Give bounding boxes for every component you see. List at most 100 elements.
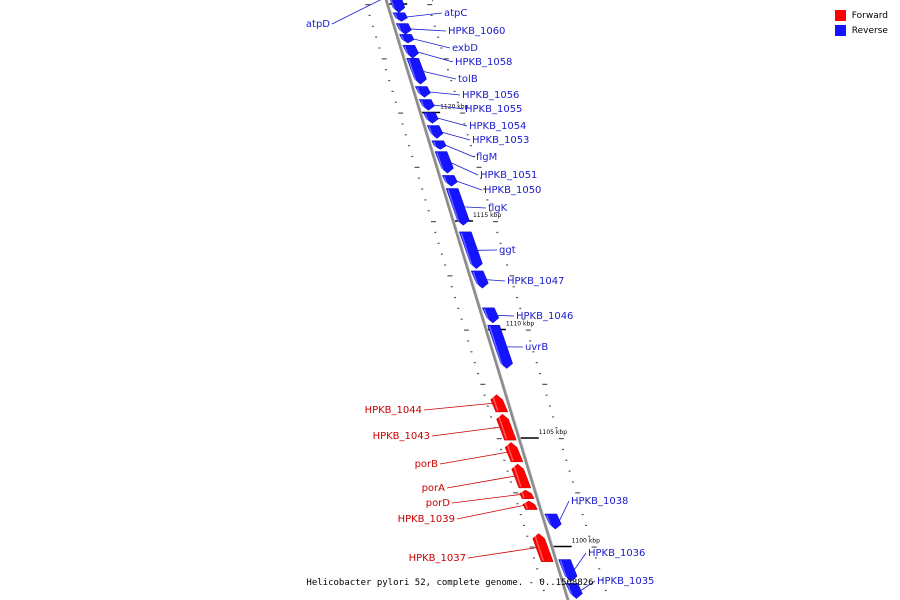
gene-label-hpkb_1038[interactable]: HPKB_1038 (571, 496, 628, 507)
gene-hpkb_1050[interactable] (441, 175, 458, 187)
gene-hpkb_1037[interactable] (532, 533, 554, 562)
gene-pora[interactable] (511, 463, 532, 489)
gene-label-hpkb_1037[interactable]: HPKB_1037 (409, 553, 466, 564)
scale-dot-right (548, 405, 551, 407)
scale-dot-left (457, 307, 460, 309)
scale-dots (365, 4, 607, 592)
gene-label-hpkb_1055[interactable]: HPKB_1055 (465, 104, 522, 115)
gene-label-uvrb[interactable]: uvrB (525, 342, 548, 353)
gene-label-hpkb_1035[interactable]: HPKB_1035 (597, 576, 654, 587)
gene-highlight (506, 443, 514, 462)
gene-label-hpkb_1054[interactable]: HPKB_1054 (469, 121, 526, 132)
label-leader (432, 104, 464, 110)
gene-label-pord[interactable]: porD (426, 498, 451, 509)
scale-dot-right (506, 264, 509, 266)
scale-dot-right (598, 568, 601, 570)
scale-dot-left (404, 134, 407, 136)
gene-hpkb_1053[interactable] (426, 125, 444, 139)
scale-dot-right (581, 513, 584, 516)
scale-dot-left (401, 123, 404, 125)
gene-hpkb_1047[interactable] (470, 270, 489, 289)
gene-hpkb_1054[interactable] (422, 112, 439, 124)
gene-label-flgk[interactable]: flgK (488, 203, 508, 214)
scale-dot-right (562, 448, 565, 451)
label-leader (446, 475, 516, 489)
scale-dot-left (450, 286, 453, 288)
gene-hpkb_1035[interactable] (565, 583, 583, 599)
scale-dot-right (446, 69, 449, 71)
gene-features (380, 0, 583, 599)
scale-dot-left (486, 405, 489, 407)
gene-hpkb_1044[interactable] (490, 394, 509, 413)
gene-flgm[interactable] (431, 140, 447, 150)
gene-hpkb_1058[interactable] (402, 45, 419, 59)
gene-label-hpkb_1044[interactable]: HPKB_1044 (365, 405, 422, 416)
label-leader (428, 91, 461, 96)
gene-label-hpkb_1043[interactable]: HPKB_1043 (373, 431, 430, 442)
scale-dot-left (483, 394, 486, 396)
gene-hpkb_1055[interactable] (418, 99, 435, 111)
gene-porb[interactable] (504, 442, 524, 463)
label-leader (573, 552, 587, 571)
scale-dot-right (529, 340, 532, 342)
gene-hpkb_1043[interactable] (496, 413, 517, 441)
gene-atpd[interactable] (380, 0, 406, 13)
gene-label-hpkb_1046[interactable]: HPKB_1046 (516, 311, 573, 322)
kbp-tick-label: 1105 kbp (539, 429, 567, 436)
gene-hpkb_1060[interactable] (395, 23, 412, 35)
gene-tolb[interactable] (406, 58, 427, 85)
genome-caption: Helicobacter pylori 52, complete genome.… (0, 578, 900, 588)
scale-dot-left (368, 14, 371, 17)
scale-dot-right (591, 546, 597, 548)
scale-dot-right (496, 231, 499, 234)
gene-label-tolb[interactable]: tolB (458, 74, 478, 85)
gene-label-flgm[interactable]: flgM (476, 152, 497, 163)
scale-dot-left (375, 36, 378, 38)
scale-dot-left (378, 47, 381, 49)
gene-atpc[interactable] (392, 12, 408, 22)
gene-flgk[interactable] (445, 188, 470, 226)
gene-label-hpkb_1047[interactable]: HPKB_1047 (507, 276, 564, 287)
scale-dot-left (447, 275, 453, 277)
label-leader (558, 500, 570, 522)
gene-label-hpkb_1053[interactable]: HPKB_1053 (472, 135, 529, 146)
gene-highlight (390, 0, 396, 12)
gene-hpkb_1039[interactable] (522, 500, 538, 510)
label-leader (412, 38, 451, 49)
gene-pord[interactable] (519, 489, 535, 499)
gene-hpkb_1046[interactable] (481, 307, 500, 324)
gene-hpkb_1036[interactable] (558, 559, 578, 582)
strand-legend: Forward Reverse (834, 8, 888, 38)
gene-label-hpkb_1060[interactable]: HPKB_1060 (448, 26, 505, 37)
gene-label-hpkb_1039[interactable]: HPKB_1039 (398, 514, 455, 525)
gene-highlight (443, 176, 449, 186)
gene-label-hpkb_1056[interactable]: HPKB_1056 (462, 90, 519, 101)
gene-label-hpkb_1051[interactable]: HPKB_1051 (480, 170, 537, 181)
gene-hpkb_1038[interactable] (544, 513, 562, 530)
gene-highlight (512, 464, 522, 488)
gene-uvrb[interactable] (487, 324, 513, 369)
gene-label-pora[interactable]: porA (422, 483, 446, 494)
gene-label-hpkb_1050[interactable]: HPKB_1050 (484, 185, 541, 196)
gene-hpkb_1056[interactable] (414, 86, 431, 98)
gene-ggt[interactable] (458, 231, 483, 270)
scale-dot-left (384, 69, 387, 71)
scale-dot-right (479, 177, 482, 179)
scale-dot-right (568, 470, 571, 472)
scale-dot-left (414, 166, 420, 168)
gene-exbd[interactable] (399, 34, 415, 44)
gene-hpkb_1051[interactable] (434, 151, 454, 174)
gene-label-hpkb_1058[interactable]: HPKB_1058 (455, 57, 512, 68)
gene-label-hpkb_1036[interactable]: HPKB_1036 (588, 548, 645, 559)
scale-dot-left (536, 568, 539, 570)
gene-label-atpc[interactable]: atpC (444, 8, 467, 19)
legend-forward[interactable]: Forward (834, 8, 888, 23)
label-leader (406, 12, 443, 18)
gene-label-atpd[interactable]: atpD (306, 19, 330, 30)
kbp-tick-label: 1110 kbp (506, 321, 534, 328)
gene-label-porb[interactable]: porB (415, 459, 439, 470)
scale-dot-left (490, 416, 493, 418)
legend-reverse[interactable]: Reverse (834, 23, 888, 38)
gene-label-exbd[interactable]: exbD (452, 43, 478, 54)
gene-label-ggt[interactable]: ggt (499, 245, 516, 256)
